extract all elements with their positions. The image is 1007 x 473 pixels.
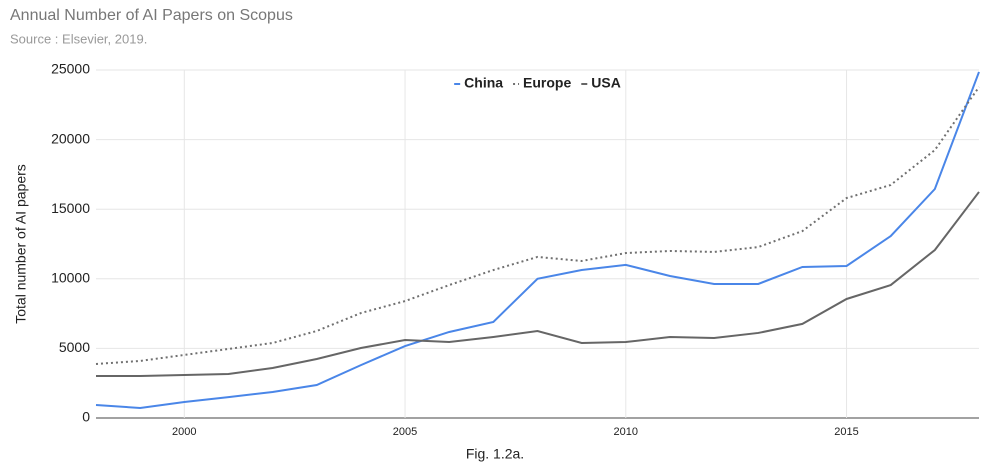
y-tick-label: 15000 <box>51 200 90 216</box>
legend-label: USA <box>591 75 621 91</box>
y-tick-label: 25000 <box>51 61 90 77</box>
series-line <box>96 191 980 377</box>
x-tick-label: 2000 <box>172 426 196 438</box>
legend-label: Europe <box>523 75 571 91</box>
x-tick-label: 2015 <box>834 426 858 438</box>
y-axis-label: Total number of AI papers <box>13 164 29 324</box>
y-tick-label: 20000 <box>51 130 90 146</box>
x-tick-label: 2010 <box>614 426 638 438</box>
y-tick-label: 10000 <box>51 270 90 286</box>
caption: Fig. 1.2a. <box>466 446 524 462</box>
x-tick-label: 2005 <box>393 426 417 438</box>
series-line <box>95 86 980 365</box>
series-line <box>95 71 980 409</box>
y-tick-label: 0 <box>82 409 90 425</box>
chart-title: Annual Number of AI Papers on Scopus <box>10 7 293 24</box>
legend-label: China <box>464 75 503 91</box>
y-tick-label: 5000 <box>59 339 90 355</box>
chart-subtitle: Source : Elsevier, 2019. <box>10 31 147 46</box>
